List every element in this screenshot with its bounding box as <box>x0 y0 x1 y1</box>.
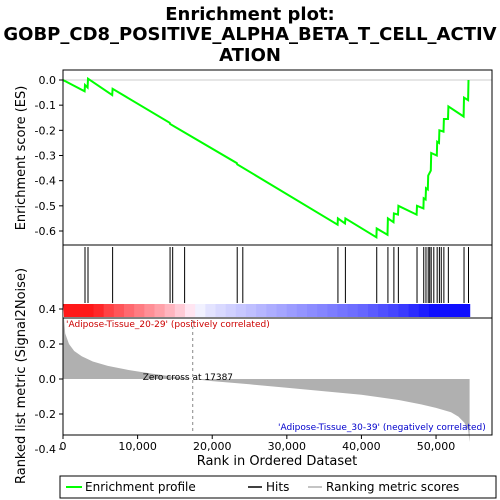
heat-band <box>459 304 471 317</box>
hit-markers <box>84 247 469 303</box>
rank-y-tick-label: 0.2 <box>39 338 57 351</box>
chart-title: Enrichment plot:GOBP_CD8_POSITIVE_ALPHA_… <box>3 4 496 66</box>
ranking-y-axis-label: Ranked list metric (Signal2Noise) <box>14 268 29 484</box>
heat-band <box>337 304 349 317</box>
enrichment-score-panel: 0.0 -0.1 -0.2 -0.3 -0.4 -0.5 -0.6 Enrichment s… <box>14 69 493 246</box>
heat-band <box>134 304 145 317</box>
heat-band <box>327 304 339 317</box>
heat-band <box>245 304 257 317</box>
heat-band <box>195 304 206 317</box>
heat-band <box>266 304 278 317</box>
title-line: ATION <box>219 45 281 66</box>
heat-band <box>256 304 267 317</box>
title-line: GOBP_CD8_POSITIVE_ALPHA_BETA_T_CELL_ACTI… <box>3 24 496 45</box>
heat-band <box>83 304 95 317</box>
ranking-x-axis-label: Rank in Ordered Dataset <box>197 454 358 469</box>
ranking-x-axis: 0 10,000 20,000 30,000 40,000 50,000 <box>60 435 456 453</box>
heat-band <box>439 304 450 317</box>
es-tick-label: -0.2 <box>35 124 56 137</box>
es-tick-label: -0.5 <box>35 200 56 213</box>
heat-band <box>408 304 420 317</box>
heat-band <box>123 304 135 317</box>
rank-y-tick-label: -0.2 <box>35 408 56 421</box>
positive-correlation-label: 'Adipose-Tissue_20-29' (positively corre… <box>66 320 270 330</box>
ranking-metric-area <box>63 305 470 442</box>
es-y-axis-label: Enrichment score (ES) <box>14 86 29 231</box>
hits-panel <box>62 244 493 319</box>
legend-label: Ranking metric scores <box>326 480 459 494</box>
es-y-axis: 0.0 -0.1 -0.2 -0.3 -0.4 -0.5 -0.6 <box>35 74 63 238</box>
negative-correlation-label: 'Adipose-Tissue_30-39' (negatively corre… <box>278 423 486 433</box>
es-tick-label: -0.1 <box>35 99 56 112</box>
heat-band <box>144 304 156 317</box>
heat-band <box>398 304 410 317</box>
rank-y-tick-label: 0.4 <box>39 303 57 316</box>
es-tick-label: 0.0 <box>39 74 57 87</box>
rank-x-tick-label: 30,000 <box>268 440 307 453</box>
heat-band <box>296 304 308 317</box>
ranking-heat-strip <box>63 304 471 317</box>
zero-cross-label: Zero cross at 17387 <box>143 373 233 383</box>
legend-label: Enrichment profile <box>85 480 196 494</box>
heat-band <box>235 304 247 317</box>
heat-band <box>63 304 74 317</box>
heat-band <box>388 304 400 317</box>
heat-band <box>418 304 430 317</box>
heat-band <box>286 304 298 317</box>
rank-y-tick-label: -0.4 <box>35 443 56 456</box>
heat-band <box>174 304 186 317</box>
rank-x-tick-label: 20,000 <box>193 440 232 453</box>
heat-band <box>317 304 328 317</box>
legend: Enrichment profile Hits Ranking metric sco… <box>59 475 497 499</box>
heat-band <box>184 304 196 317</box>
legend-label: Hits <box>266 480 289 494</box>
ranking-metric-panel: Zero cross at 17387 'Adipose-Tissue_20-2… <box>14 268 493 484</box>
heat-band <box>428 304 440 317</box>
heat-band <box>357 304 369 317</box>
heat-band <box>449 304 461 317</box>
es-tick-label: -0.4 <box>35 175 56 188</box>
heat-band <box>367 304 379 317</box>
es-tick-label: -0.3 <box>35 150 56 163</box>
rank-x-tick-label: 50,000 <box>417 440 456 453</box>
rank-x-tick-label: 40,000 <box>342 440 381 453</box>
heat-band <box>215 304 227 317</box>
ranking-y-axis: 0.4 0.2 0.0 -0.2 -0.4 <box>35 303 63 456</box>
heat-band <box>113 304 125 317</box>
heat-band <box>164 304 176 317</box>
enrichment-profile-line <box>62 76 470 240</box>
rank-x-tick-label: 0 <box>60 440 67 453</box>
heat-band <box>306 304 318 317</box>
heat-band <box>378 304 389 317</box>
title-line: Enrichment plot: <box>165 4 335 25</box>
heat-band <box>225 304 237 317</box>
heat-band <box>73 304 84 317</box>
heat-band <box>93 304 105 317</box>
heat-band <box>276 304 288 317</box>
rank-x-tick-label: 10,000 <box>118 440 157 453</box>
rank-y-tick-label: 0.0 <box>39 373 57 386</box>
es-tick-label: -0.6 <box>35 225 56 238</box>
heat-band <box>154 304 166 317</box>
heat-band <box>103 304 115 317</box>
heat-band <box>347 304 359 317</box>
heat-band <box>205 304 217 317</box>
